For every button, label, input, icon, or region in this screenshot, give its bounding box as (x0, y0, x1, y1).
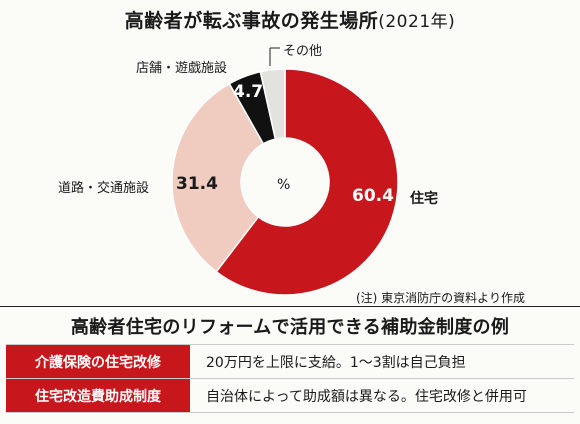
slice-housing (215, 68, 399, 296)
row-desc-kaizou: 自治体によって助成額は異なる。住宅改修と併用可 (192, 379, 574, 412)
slice-value-road: 31.4 (176, 174, 218, 194)
slice-label-road: 道路・交通施設 (58, 181, 150, 196)
table-row: 介護保険の住宅改修 20万円を上限に支給。1～3割は自己負担 (6, 344, 574, 379)
row-desc-kaigo: 20万円を上限に支給。1～3割は自己負担 (192, 345, 574, 378)
source-note: (注) 東京消防庁の資料より作成 (356, 291, 525, 305)
row-name-kaizou: 住宅改造費助成制度 (6, 379, 192, 412)
slice-label-other: その他 (283, 44, 323, 59)
slice-value-housing: 60.4 (352, 186, 394, 206)
slice-other (259, 68, 286, 140)
section-divider (0, 306, 580, 307)
slice-road (171, 82, 265, 273)
center-unit-label: % (277, 177, 291, 193)
row-name-kaigo: 介護保険の住宅改修 (6, 345, 192, 378)
slice-label-housing: 住宅 (410, 191, 438, 207)
chart-title-text: 高齢者が転ぶ事故の発生場所 (124, 10, 379, 32)
slice-label-store: 店舗・遊戯施設 (136, 61, 228, 76)
subsidy-table: 介護保険の住宅改修 20万円を上限に支給。1～3割は自己負担 住宅改造費助成制度… (6, 344, 574, 413)
chart-title: 高齢者が転ぶ事故の発生場所(2021年) (0, 6, 580, 33)
donut-chart (171, 47, 399, 296)
slice-value-store: 4.7 (233, 82, 264, 102)
table-title: 高齢者住宅のリフォームで活用できる補助金制度の例 (70, 317, 510, 338)
table-row: 住宅改造費助成制度 自治体によって助成額は異なる。住宅改修と併用可 (6, 379, 574, 413)
chart-subtitle: (2021年) (378, 12, 456, 32)
